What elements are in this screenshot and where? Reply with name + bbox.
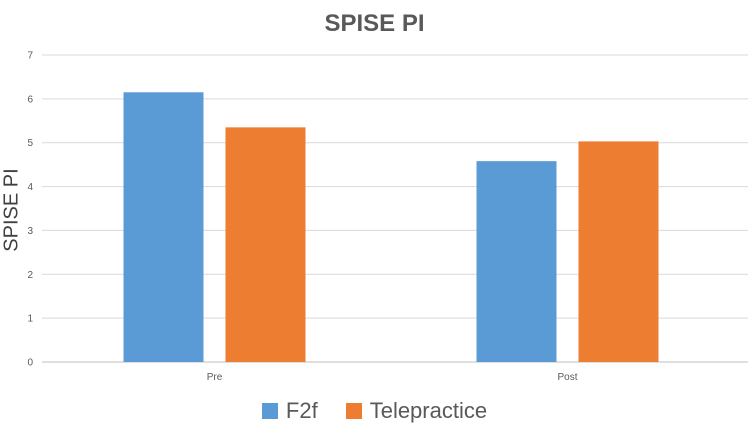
y-tick-label: 2 xyxy=(27,270,33,281)
chart-title: SPISE PI xyxy=(324,10,425,37)
y-tick-label: 3 xyxy=(27,226,33,237)
legend-label-f2f: F2f xyxy=(285,398,318,423)
bar-f2f-pre xyxy=(123,92,204,363)
legend-label-telepractice: Telepractice xyxy=(369,398,488,423)
legend-swatch-f2f xyxy=(261,403,278,419)
y-tick-label: 6 xyxy=(27,94,33,105)
x-tick-label-pre: Pre xyxy=(207,372,223,383)
legend-swatch-telepractice xyxy=(345,403,362,419)
y-tick-label: 7 xyxy=(27,51,33,62)
legend-item-telepractice: Telepractice xyxy=(345,398,488,424)
bar-telepractice-post xyxy=(578,141,659,362)
y-tick-label: 1 xyxy=(27,314,33,325)
legend-item-f2f: F2f xyxy=(261,398,318,424)
y-tick-label: 5 xyxy=(27,138,33,149)
y-tick-label: 0 xyxy=(27,358,33,369)
bar-telepractice-pre xyxy=(225,127,306,362)
legend: F2f Telepractice xyxy=(0,398,749,424)
bar-f2f-post xyxy=(476,161,557,362)
x-tick-label-post: Post xyxy=(557,372,577,383)
y-tick-label: 4 xyxy=(27,182,33,193)
